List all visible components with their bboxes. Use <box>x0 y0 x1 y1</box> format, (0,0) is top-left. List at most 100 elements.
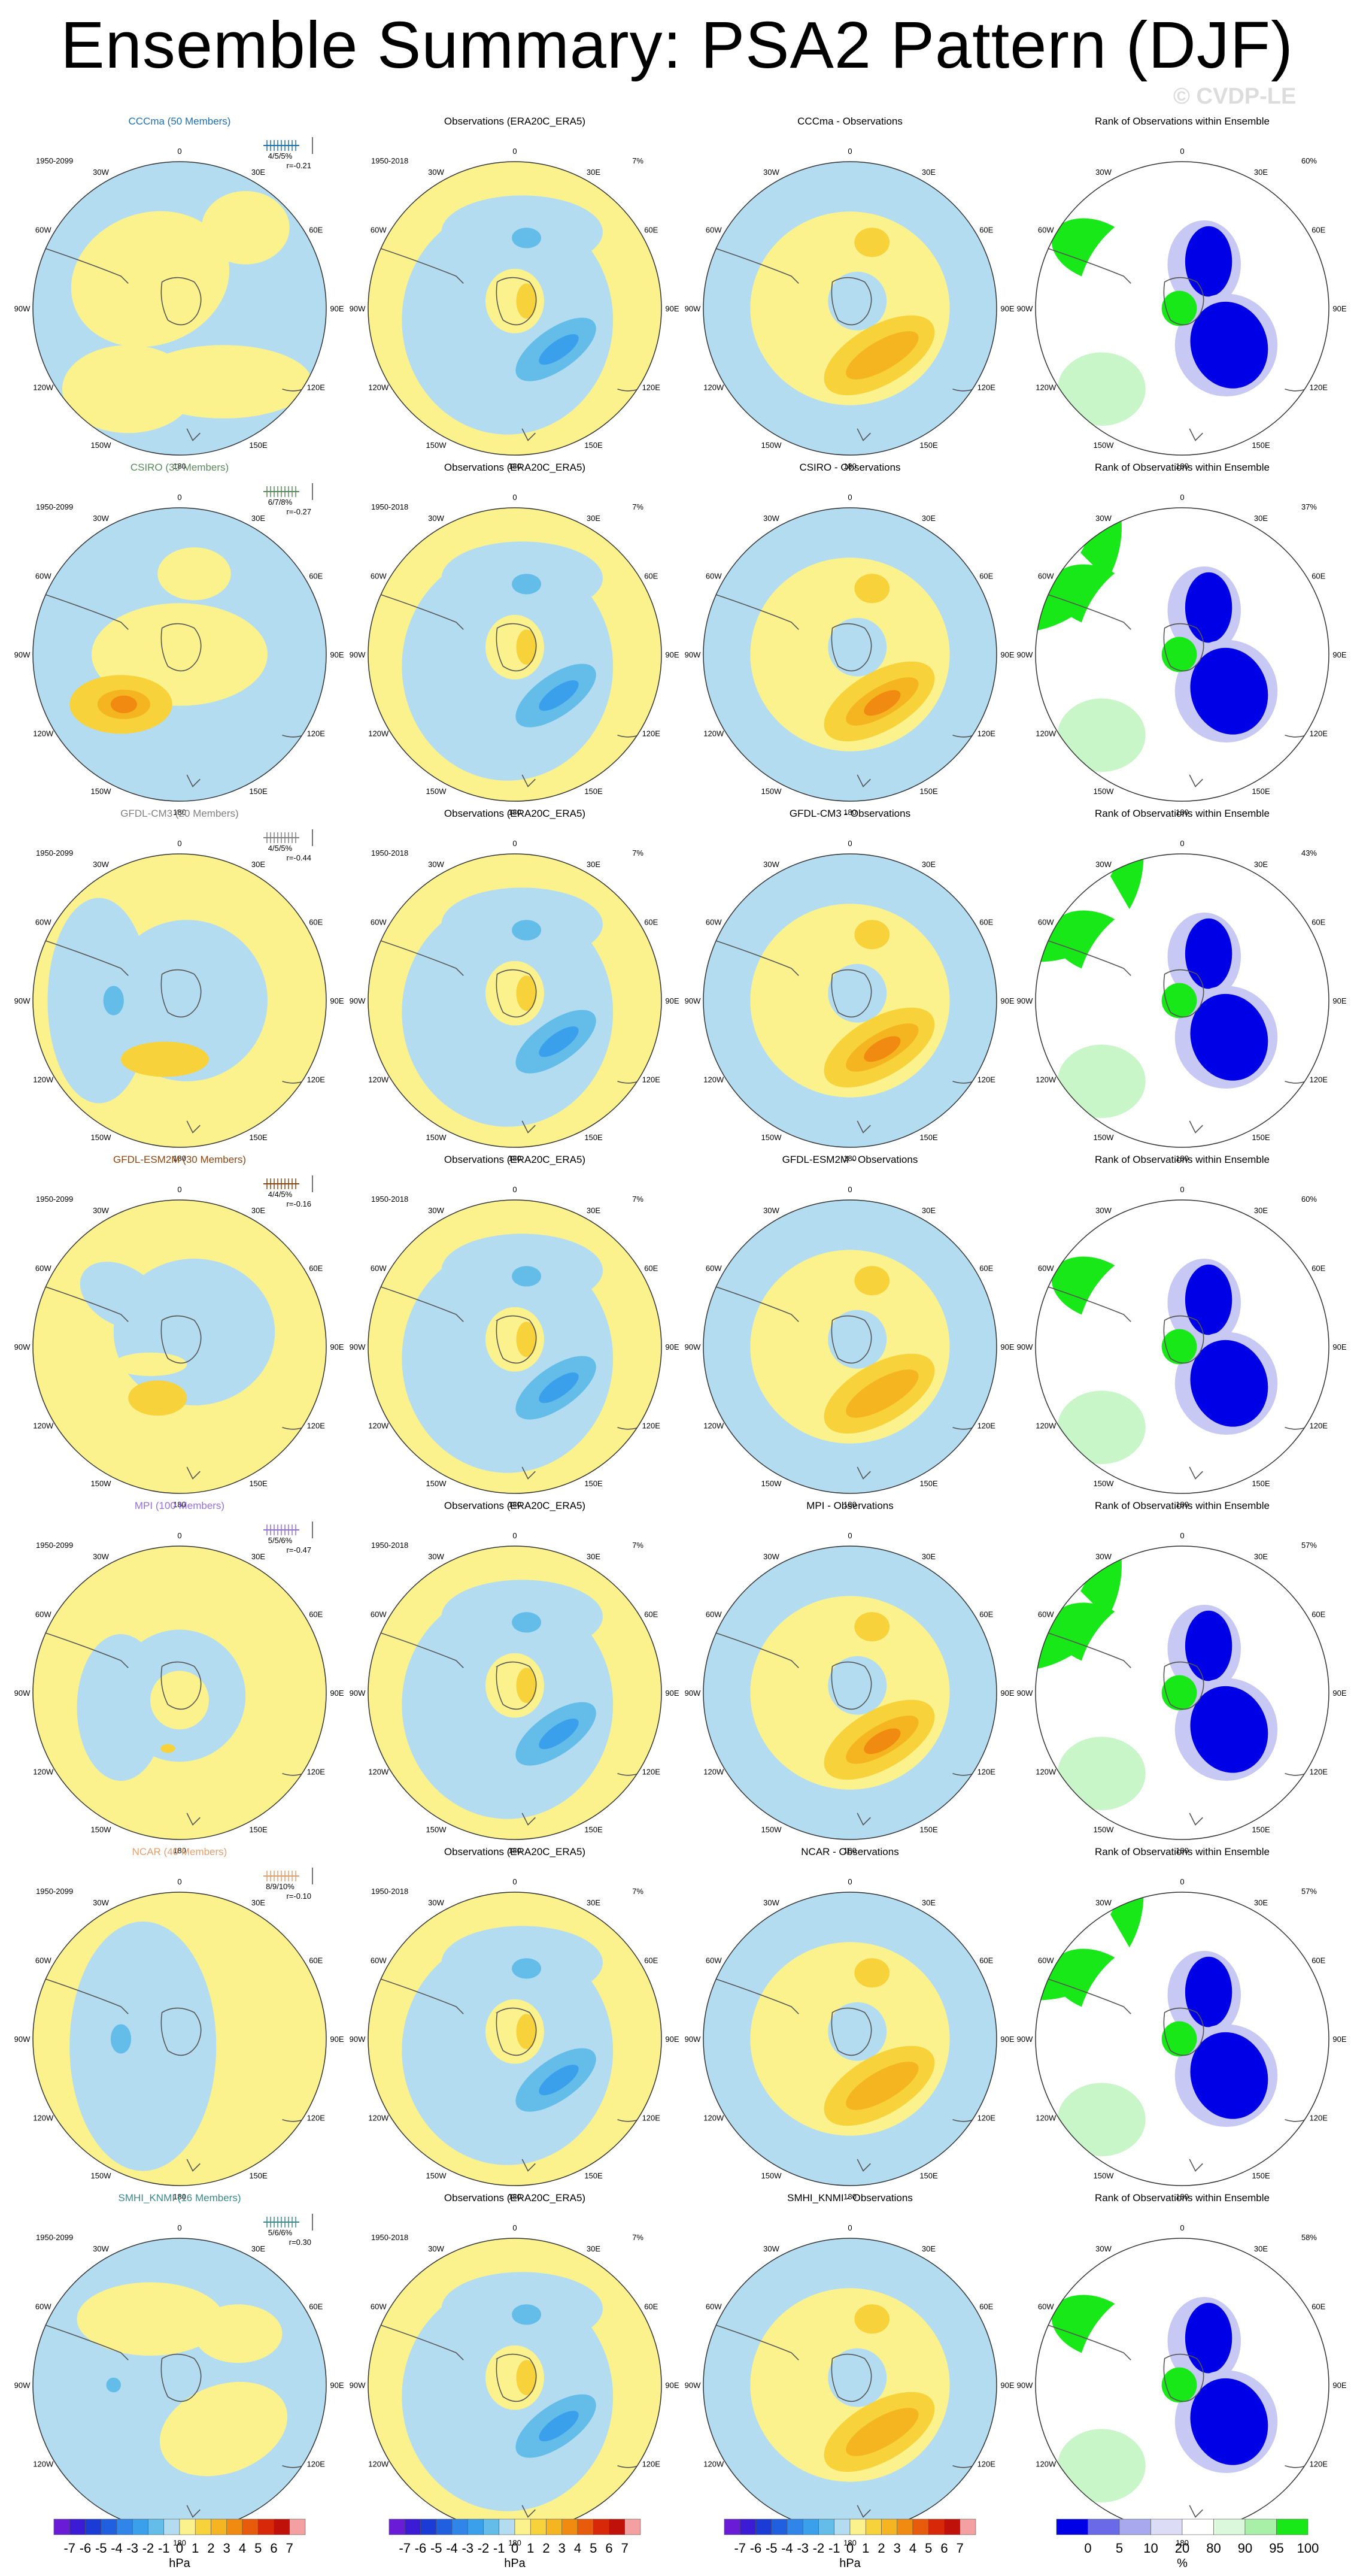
south-america-coastline <box>710 1631 799 1668</box>
longitude-label: 30W <box>763 1206 779 1215</box>
longitude-label: 90W <box>1017 996 1033 1005</box>
longitude-label: 150W <box>1094 1479 1115 1488</box>
negative-anomaly-region <box>828 2002 887 2061</box>
rank-map-panel: 0 30E 60E 90E 120E 150E 180 150W 120W 90W 60W 30W Ra… <box>1017 1500 1347 1855</box>
new-zealand-coastline <box>1189 428 1203 441</box>
period-label: 1950-2099 <box>36 502 73 511</box>
colorbar-swatch <box>467 2519 484 2535</box>
antarctica-coastline <box>831 623 872 672</box>
colorbar-tick-label: -1 <box>828 2541 840 2556</box>
colorbar-tick-label: -7 <box>734 2541 746 2556</box>
longitude-label: 90E <box>330 996 344 1005</box>
colorbar-swatch <box>561 2519 578 2535</box>
longitude-label: 150W <box>91 1479 112 1488</box>
south-america-coastline <box>375 592 464 630</box>
longitude-label: 90E <box>665 650 679 659</box>
longitude-label: 0 <box>177 147 181 156</box>
longitude-label: 90W <box>1017 2035 1033 2044</box>
positive-anomaly-region <box>854 574 890 604</box>
rank-pct-label: 57% <box>1301 1541 1317 1550</box>
colorbar-swatch <box>739 2519 756 2535</box>
antarctica-coastline <box>160 969 202 1018</box>
rank-pct-label: 58% <box>1301 2233 1317 2242</box>
model-map-panel: 030E60E90E120E150E180150W120W90W60W30WSM… <box>14 2192 344 2547</box>
longitude-label: 0 <box>848 1185 852 1194</box>
longitude-label: 30E <box>922 1898 936 1907</box>
longitude-label: 90E <box>1000 304 1014 313</box>
south-america-coastline <box>375 938 464 976</box>
longitude-label: 90E <box>665 2035 679 2044</box>
negative-anomaly-region <box>512 1958 542 1979</box>
difference-title: SMHI_KNMI - Observations <box>787 2192 913 2204</box>
colorbar-tick-label: 6 <box>605 2541 612 2556</box>
colorbar-tick-label: 4 <box>574 2541 581 2556</box>
longitude-label: 150W <box>91 2171 112 2180</box>
rank-title: Rank of Observations within Ensemble <box>1095 808 1270 819</box>
longitude-label: 0 <box>177 1531 181 1540</box>
colorbar-tick-label: 95 <box>1269 2541 1283 2556</box>
longitude-label: 0 <box>1180 839 1184 848</box>
map-boundary <box>32 1892 327 2186</box>
ensemble-spread-glyph <box>263 1868 313 1884</box>
south-america-coastline <box>710 1977 799 2014</box>
colorbar-tick-label: -1 <box>158 2541 170 2556</box>
south-america-coastline <box>1042 246 1131 284</box>
antarctica-coastline <box>160 2007 202 2056</box>
longitude-label: 120W <box>703 383 724 392</box>
longitude-label: 30E <box>1254 2244 1268 2253</box>
longitude-label: 90E <box>1332 650 1346 659</box>
diff-map-panel: 0 30E 60E 90E 120E 150E 180 150W 120W 90W 60W 30W NC… <box>685 1846 1015 2201</box>
south-america-coastline <box>1042 1977 1131 2014</box>
difference-title: GFDL-ESM2M - Observations <box>782 1154 918 1165</box>
negative-anomaly-region <box>512 1612 542 1633</box>
longitude-label: 120E <box>307 1768 326 1777</box>
longitude-label: 60W <box>1038 2302 1054 2311</box>
map-boundary <box>368 1892 662 2186</box>
longitude-label: 180 <box>843 2538 857 2547</box>
longitude-label: 90E <box>1000 650 1014 659</box>
pct-variance-label: 6/7/8% <box>268 498 293 507</box>
rank-low-region <box>1190 1339 1268 1427</box>
difference-title: NCAR - Observations <box>801 1846 898 1857</box>
rank-map-panel: 0 30E 60E 90E 120E 150E 180 150W 120W 90W 60W 30W Ra… <box>1017 808 1347 1163</box>
longitude-label: 90E <box>1332 996 1346 1005</box>
map-boundary <box>32 161 327 456</box>
contour-region <box>110 695 137 714</box>
longitude-label: 120E <box>977 2114 996 2123</box>
longitude-label: 150E <box>919 2171 938 2180</box>
period-label: 1950-2099 <box>36 848 73 857</box>
period-label: 1950-2099 <box>36 1195 73 1204</box>
pattern-correlation-label: r=-0.21 <box>286 161 311 170</box>
ensemble-spread-glyph <box>263 137 313 154</box>
longitude-label: 150E <box>249 2171 268 2180</box>
longitude-label: 30W <box>1095 1898 1112 1907</box>
colorbar-tick-label: 0 <box>511 2541 518 2556</box>
longitude-label: 180 <box>173 1500 186 1509</box>
longitude-label: 150E <box>584 787 603 796</box>
longitude-label: 0 <box>177 1877 181 1886</box>
longitude-label: 30E <box>587 1206 600 1215</box>
longitude-label: 30E <box>587 2244 600 2253</box>
colorbar-swatch <box>436 2519 453 2535</box>
longitude-label: 30W <box>428 1206 444 1215</box>
ensemble-spread-glyph <box>263 1175 313 1192</box>
longitude-label: 120W <box>33 1768 54 1777</box>
longitude-label: 90E <box>1000 2381 1014 2390</box>
contour-region <box>69 1922 217 2171</box>
rank-low-region <box>1185 1956 1232 2028</box>
antarctica-coastline <box>160 2353 202 2402</box>
longitude-label: 150W <box>426 1825 447 1834</box>
map-boundary <box>368 1199 662 1494</box>
longitude-label: 90E <box>665 1342 679 1351</box>
colorbar-tick-label: -2 <box>142 2541 154 2556</box>
map-boundary <box>32 1545 327 1840</box>
longitude-label: 150W <box>1094 1133 1115 1142</box>
longitude-label: 90W <box>685 650 701 659</box>
longitude-label: 0 <box>848 1531 852 1540</box>
period-label: 1950-2018 <box>371 156 408 165</box>
positive-anomaly-region <box>516 2014 537 2050</box>
longitude-label: 150E <box>1252 1479 1270 1488</box>
model-title: GFDL-ESM2M (30 Members) <box>113 1154 246 1165</box>
positive-anomaly-region <box>854 1612 890 1642</box>
longitude-label: 30E <box>587 860 600 869</box>
